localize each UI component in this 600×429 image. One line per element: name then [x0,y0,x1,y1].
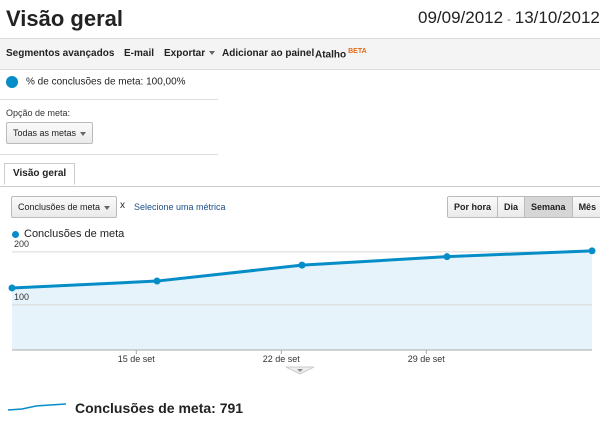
page-title: Visão geral [6,6,123,31]
x-tick-label: 22 de set [263,354,301,364]
date-separator: - [507,14,511,26]
point [588,247,596,255]
granularity: Por hora Dia Semana Mês [447,196,600,218]
legend-swatch [12,230,19,238]
legend: Conclusões de meta [12,228,124,240]
date-range[interactable]: 09/09/2012-13/10/2012 [418,8,600,28]
toolbar-item[interactable]: Segmentos avançados [6,48,115,59]
sparkline-line [8,403,66,411]
toolbar-item[interactable]: Exportar [164,48,216,59]
granularity-button[interactable]: Dia [497,197,525,217]
point [153,277,161,285]
toolbar: Segmentos avançados E-mail Exportar Adic… [0,38,600,70]
metric-add[interactable]: Selecione uma métrica [134,202,226,212]
segment-label: % de conclusões de meta: 100,00% [26,76,186,88]
goal-selected: Todas as metas [13,128,77,138]
metric-dropdown[interactable]: Conclusões de meta [11,196,118,218]
legend-label: Conclusões de meta [24,228,125,240]
caret [104,205,111,210]
y-tick-label: 200 [14,239,29,249]
summary-label: Conclusões de meta: [75,400,216,416]
y-tick-label: 100 [14,292,29,302]
area [12,250,592,350]
beta-badge: BETA [348,48,367,55]
toolbar-label: Exportar [164,48,206,59]
point [298,261,306,269]
tab[interactable]: Visão geral [4,163,76,185]
date-start: 09/09/2012 [418,8,504,27]
metric-remove[interactable]: x [120,200,125,211]
toolbar-label: Atalho [315,49,347,61]
toolbar-item[interactable]: Atalho BETA [315,48,367,60]
x-tick-label: 15 de set [118,354,156,364]
tab-baseline [0,186,600,187]
summary: Conclusões de meta: 791 [75,400,243,416]
caret [209,51,216,56]
segment: % de conclusões de meta: 100,00% [6,76,186,88]
goal-dropdown[interactable]: Todas as metas [6,122,94,144]
point [443,253,451,261]
toolbar-item[interactable]: Adicionar ao painel [222,48,315,59]
granularity-button[interactable]: Mês [571,197,600,217]
date-end: 13/10/2012 [514,8,600,27]
chart-handle-arrow [297,369,303,372]
metric-selected: Conclusões de meta [18,202,101,212]
granularity-button[interactable]: Por hora [448,197,498,217]
divider [0,99,218,100]
segment-icon [6,76,18,88]
x-tick-label: 29 de set [408,354,446,364]
caret [80,131,87,136]
granularity-button[interactable]: Semana [524,197,572,217]
sparkline [8,403,66,411]
chart: 100 200 15 de set 22 de set 29 de set [8,239,596,375]
summary-value: 791 [219,400,244,416]
toolbar-item[interactable]: E-mail [124,48,155,59]
goal-label: Opção de meta: [6,108,71,118]
point [8,284,16,292]
divider [0,154,218,155]
